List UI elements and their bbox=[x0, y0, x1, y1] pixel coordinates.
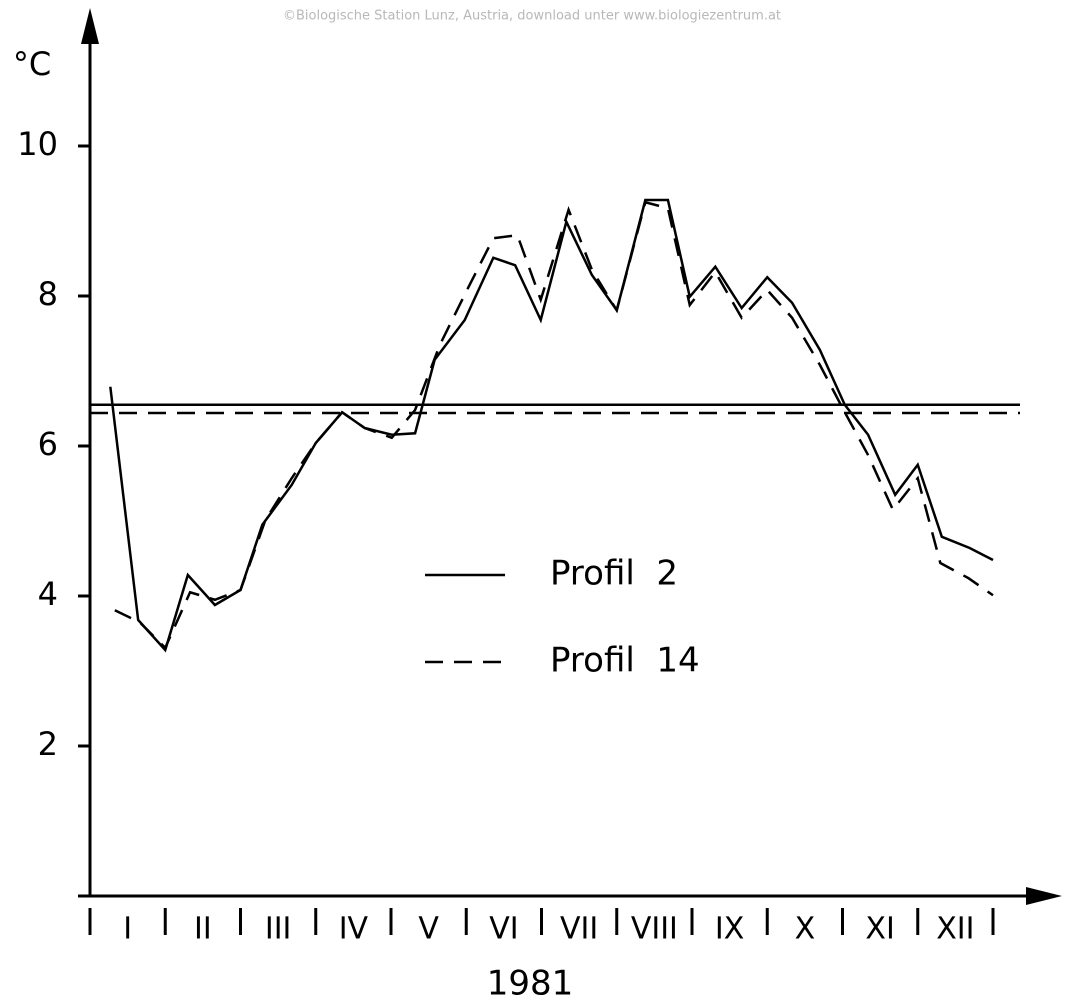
y-tick-label: 10 bbox=[17, 125, 58, 163]
y-tick-label: 4 bbox=[38, 575, 58, 613]
x-axis-label: 1981 bbox=[487, 964, 574, 1004]
x-tick-label: II bbox=[194, 912, 212, 947]
y-tick-label: 8 bbox=[38, 275, 58, 313]
x-tick-label: VI bbox=[489, 912, 518, 947]
y-axis-arrow bbox=[81, 8, 99, 44]
x-tick-label: III bbox=[265, 912, 292, 947]
series-line bbox=[114, 200, 994, 650]
x-tick-label: X bbox=[795, 912, 816, 947]
x-tick-label: XII bbox=[936, 912, 974, 947]
y-tick-label: 2 bbox=[38, 725, 58, 763]
legend-label: Profil 14 bbox=[550, 641, 700, 681]
x-tick-label: XI bbox=[865, 912, 894, 947]
legend-label: Profil 2 bbox=[550, 554, 678, 594]
x-tick-label: VIII bbox=[631, 912, 678, 947]
y-tick-label: 6 bbox=[38, 425, 58, 463]
x-tick-label: IV bbox=[339, 912, 369, 947]
x-tick-label: V bbox=[418, 912, 439, 947]
x-tick-label: VII bbox=[560, 912, 598, 947]
x-axis-arrow bbox=[1026, 887, 1062, 905]
y-axis-label: °C bbox=[13, 45, 51, 83]
x-tick-label: IX bbox=[715, 912, 744, 947]
x-tick-label: I bbox=[123, 912, 132, 947]
watermark: ©Biologische Station Lunz, Austria, down… bbox=[283, 9, 781, 24]
